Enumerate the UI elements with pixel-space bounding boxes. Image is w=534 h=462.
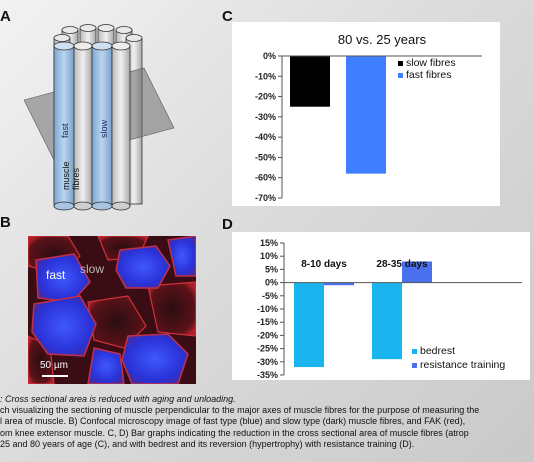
- chart-d-tick-label: 0%: [265, 278, 278, 288]
- caption-line-5: 25 and 80 years of age (C), and with bed…: [0, 438, 415, 449]
- chart-d-tick-label: -5%: [262, 291, 278, 301]
- chart-c-bar-slow-fibres: [290, 56, 330, 107]
- chart-c-tick-label: -30%: [255, 112, 276, 122]
- muscle-label: muscle: [61, 161, 71, 190]
- chart-d-bar-bedrest: [294, 282, 324, 368]
- chart-c-tick-label: -10%: [255, 71, 276, 81]
- chart-c-legend-label: slow fibres: [406, 57, 456, 69]
- chart-c-tick-label: 0%: [263, 51, 276, 61]
- fast-fibre-label: fast: [46, 268, 66, 282]
- chart-c-tick-label: -60%: [255, 173, 276, 183]
- fibres-label: fibres: [71, 167, 81, 190]
- scale-bar-label: 50 µm: [40, 360, 68, 371]
- chart-d-bar-resistance-training: [402, 261, 432, 283]
- chart-d-legend-swatch: [412, 349, 417, 354]
- caption-line-1: : Cross sectional area is reduced with a…: [0, 394, 236, 404]
- chart-d-legend-label: resistance training: [420, 359, 505, 371]
- chart-d-tick-label: 5%: [265, 264, 278, 274]
- slow-fibre-label: slow: [99, 119, 109, 138]
- chart-c-tick-label: -40%: [255, 132, 276, 142]
- chart-c: 80 vs. 25 years 0% -10% -20% -30% -40% -50% -60…: [255, 32, 482, 203]
- chart-d-area: 15% 10% 5% 0% -5% -10% -15% -20% -25% -30% -35% 8-1…: [232, 232, 530, 380]
- chart-d-tick-label: 10%: [260, 251, 278, 261]
- chart-d-tick-label: -25%: [257, 344, 278, 354]
- caption-line-2: ch visualizing the sectioning of muscle …: [0, 405, 480, 416]
- chart-d-tick-label: -15%: [257, 317, 278, 327]
- chart-d-tick-label: -20%: [257, 330, 278, 340]
- chart-c-area: 80 vs. 25 years 0% -10% -20% -30% -40% -50% -60…: [232, 22, 500, 206]
- figure-caption: : Cross sectional area is reduced with a…: [0, 394, 534, 450]
- confocal-microscopy-image: fast slow 50 µm: [28, 236, 196, 384]
- chart-d-tick-label: 15%: [260, 238, 278, 248]
- panel-letter-a: A: [0, 8, 11, 25]
- chart-d: 15% 10% 5% 0% -5% -10% -15% -20% -25% -30% -35% 8-1…: [257, 238, 522, 380]
- chart-d-tick-label: -30%: [257, 357, 278, 367]
- chart-d-tick-label: -10%: [257, 304, 278, 314]
- chart-c-tick-label: -70%: [255, 193, 276, 203]
- chart-c-legend-label: fast fibres: [406, 69, 452, 81]
- front-fibres: [53, 41, 131, 211]
- chart-d-bar-bedrest: [372, 282, 402, 360]
- chart-d-category-label: 8-10 days: [301, 259, 347, 270]
- fibre-bundle-schematic: fast slow muscle fibres: [24, 24, 174, 211]
- panel-letter-b: B: [0, 214, 11, 231]
- panel-letter-d: D: [222, 216, 233, 233]
- chart-c-bar-fast-fibres: [346, 56, 386, 174]
- chart-c-title: 80 vs. 25 years: [338, 32, 427, 47]
- panel-letter-c: C: [222, 8, 233, 25]
- chart-c-legend-swatch: [398, 61, 403, 66]
- caption-line-3: l area of muscle. B) Confocal microscopy…: [0, 416, 466, 427]
- chart-d-tick-label: -35%: [257, 370, 278, 380]
- chart-d-legend-label: bedrest: [420, 345, 455, 357]
- chart-c-legend-swatch: [398, 73, 403, 78]
- slow-fibre-label: slow: [80, 262, 105, 276]
- chart-c-tick-label: -20%: [255, 92, 276, 102]
- chart-d-legend-swatch: [412, 363, 417, 368]
- chart-d-bar-resistance-training: [324, 282, 354, 286]
- chart-c-tick-label: -50%: [255, 152, 276, 162]
- chart-d-category-label: 28-35 days: [376, 259, 428, 270]
- caption-line-4: om knee extensor muscle. C, D) Bar graph…: [0, 427, 469, 438]
- fast-fibre-label: fast: [60, 123, 70, 138]
